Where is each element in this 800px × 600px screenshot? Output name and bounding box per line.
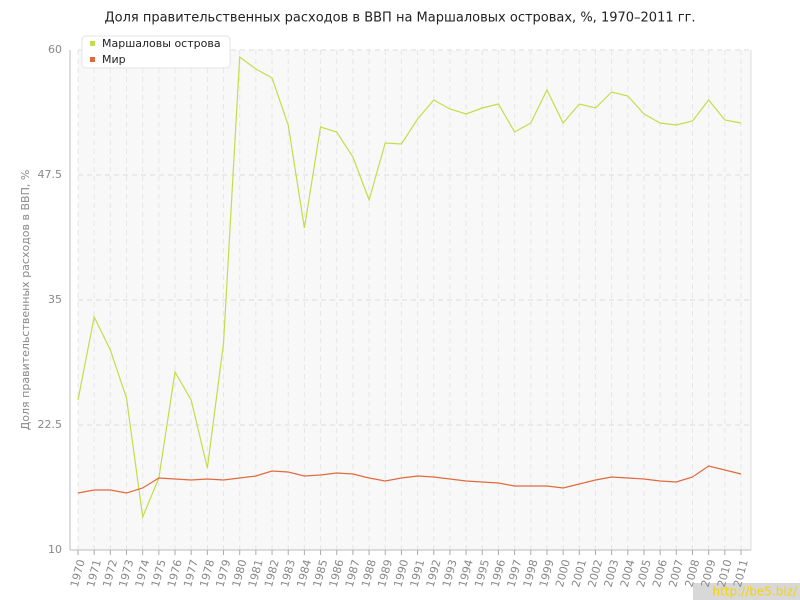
y-axis-label: Доля правительственных расходов в ВВП, % <box>19 170 32 431</box>
legend-label: Маршаловы острова <box>102 37 221 50</box>
legend-swatch <box>90 41 95 46</box>
legend-box <box>81 35 231 69</box>
watermark-bg <box>693 583 800 600</box>
y-tick-label: 22.5 <box>38 418 63 431</box>
line-series <box>77 465 742 494</box>
line-series <box>77 55 742 520</box>
y-tick-label: 10 <box>48 543 62 556</box>
legend-swatch <box>90 57 95 62</box>
chart-title: Доля правительственных расходов в ВВП на… <box>104 11 695 26</box>
y-tick-label: 60 <box>48 43 62 56</box>
legend-label: Мир <box>102 53 126 66</box>
watermark: http://be5.biz/ <box>712 585 797 599</box>
y-tick-label: 47.5 <box>38 168 63 181</box>
y-tick-label: 35 <box>48 293 62 306</box>
